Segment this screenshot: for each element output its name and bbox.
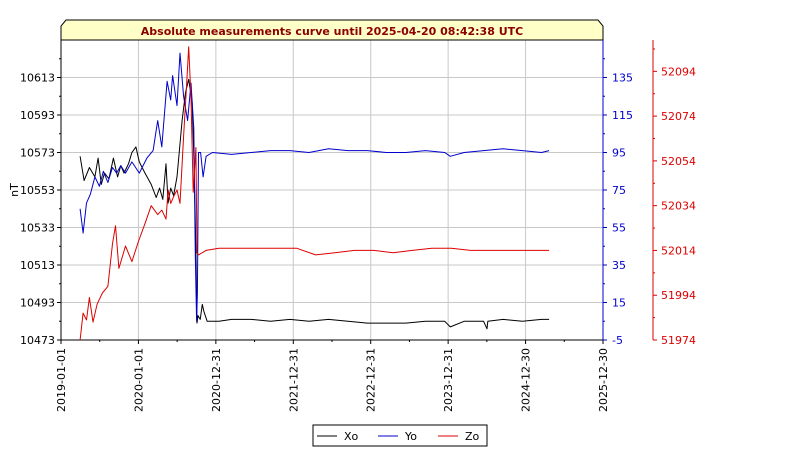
right-axis-blue-tick-label: 95 — [612, 147, 626, 160]
legend-label-zo: Zo — [465, 430, 480, 443]
right-axis-red-tick-label: 52054 — [661, 155, 696, 168]
y-axis-label: nT — [8, 183, 21, 197]
left-axis-tick-label: 10573 — [20, 147, 55, 160]
left-axis-tick-label: 10513 — [20, 259, 55, 272]
legend-box — [312, 424, 488, 447]
x-axis-tick-label: 2025-12-30 — [597, 348, 610, 412]
x-axis-tick-label: 2021-12-31 — [287, 348, 300, 412]
left-axis-tick-label: 10473 — [20, 334, 55, 347]
legend: Xo Yo Zo — [312, 424, 488, 447]
chart-title: Absolute measurements curve until 2025-0… — [141, 25, 523, 38]
right-axis-blue-tick-label: 115 — [612, 109, 633, 122]
right-axis-blue-tick-label: 35 — [612, 259, 626, 272]
series-line-xo — [79, 78, 550, 330]
right-axis-red-tick-label: 51974 — [661, 334, 696, 347]
axes: 10473 10493 10513 10533 10553 10573 10593 10613… — [20, 40, 696, 412]
legend-label-xo: Xo — [344, 430, 359, 443]
series-line-zo — [79, 46, 550, 341]
right-axis-blue-tick-label: 75 — [612, 184, 626, 197]
x-axis-tick-label: 2022-12-31 — [365, 348, 378, 412]
left-axis-tick-label: 10613 — [20, 72, 55, 85]
x-axis-tick-label: 2019-01-01 — [55, 348, 68, 412]
left-axis-tick-label: 10493 — [20, 297, 55, 310]
left-axis-tick-label: 10553 — [20, 184, 55, 197]
x-axis-tick-label: 2024-12-30 — [520, 348, 533, 412]
right-axis-red-tick-label: 52074 — [661, 110, 696, 123]
right-axis-blue-tick-label: -5 — [612, 334, 623, 347]
right-axis-red-tick-label: 51994 — [661, 289, 696, 302]
legend-label-yo: Yo — [404, 430, 417, 443]
left-axis-tick-label: 10533 — [20, 222, 55, 235]
right-axis-blue-tick-label: 135 — [612, 72, 633, 85]
x-axis-tick-label: 2023-12-31 — [442, 348, 455, 412]
series-line-yo — [79, 52, 550, 322]
grid-lines — [60, 40, 604, 341]
left-axis-tick-label: 10593 — [20, 109, 55, 122]
series-lines — [79, 46, 550, 341]
right-axis-blue-tick-label: 15 — [612, 297, 626, 310]
right-axis-blue-tick-label: 55 — [612, 222, 626, 235]
right-axis-red-tick-label: 52094 — [661, 65, 696, 78]
x-axis-tick-label: 2020-12-31 — [210, 348, 223, 412]
right-axis-red-tick-label: 52014 — [661, 244, 696, 257]
right-axis-red-tick-label: 52034 — [661, 200, 696, 213]
x-axis-tick-label: 2020-01-01 — [132, 348, 145, 412]
